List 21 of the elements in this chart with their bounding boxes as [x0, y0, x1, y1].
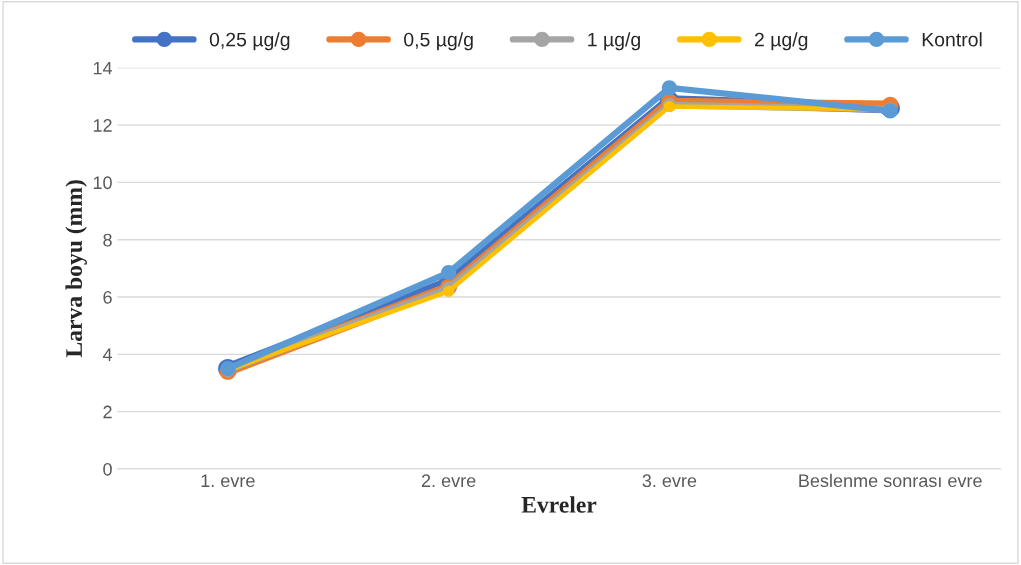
y-tick-label: 10 — [93, 176, 112, 190]
legend-label: Kontrol — [922, 32, 982, 47]
y-tick-label: 0 — [103, 462, 112, 476]
x-axis-title: Evreler — [521, 496, 597, 513]
y-tick-label: 2 — [103, 405, 112, 419]
legend-label: 0,5 µg/g — [404, 32, 473, 51]
x-tick-label: Beslenme sonrası evre — [799, 473, 982, 488]
y-axis-title: Larva boyu (mm) — [65, 180, 87, 358]
x-tick-label: 2. evre — [421, 474, 476, 488]
y-tick-label: 14 — [93, 61, 113, 75]
legend-label: 0,25 µg/g — [209, 32, 290, 51]
x-tick-label: 1. evre — [201, 474, 255, 488]
x-tick-label: 3. evre — [642, 474, 697, 488]
y-tick-label: 12 — [93, 119, 112, 132]
legend-label: 1 µg/g — [588, 32, 640, 51]
y-tick-label: 6 — [103, 290, 112, 304]
point — [661, 80, 678, 96]
point — [440, 265, 457, 281]
y-tick-label: 4 — [102, 348, 113, 361]
legend-label: 2 µg/g — [754, 32, 808, 51]
y-tick-label: 8 — [103, 233, 112, 247]
